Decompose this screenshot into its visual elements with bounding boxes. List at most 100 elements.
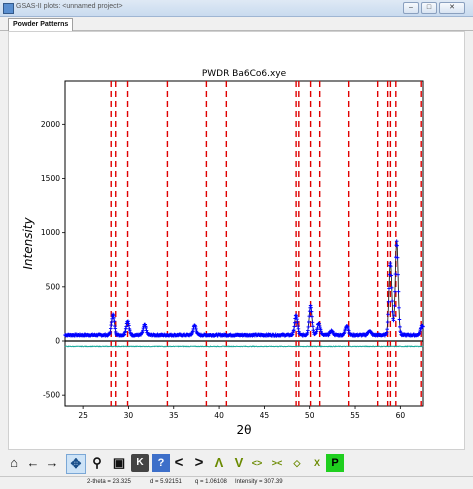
observed-point bbox=[140, 330, 145, 334]
plot-area[interactable]: PWDR Ba6Co6.xye 2θ Intensity 25 30 35 40 45 50 55… bbox=[8, 31, 465, 450]
observed-point bbox=[113, 324, 117, 328]
observed-point bbox=[111, 313, 116, 317]
observed-point bbox=[290, 333, 294, 337]
observed-point bbox=[294, 313, 298, 317]
y-axis-label: Intensity bbox=[21, 216, 35, 269]
observed-point bbox=[296, 324, 300, 328]
shift-down-button[interactable]: V bbox=[234, 455, 244, 470]
observed-point bbox=[109, 320, 114, 324]
observed-point bbox=[390, 310, 395, 314]
observed-point bbox=[143, 322, 148, 327]
observed-point bbox=[193, 325, 198, 329]
observed-point bbox=[384, 330, 389, 335]
save-button[interactable]: ▣ bbox=[112, 455, 126, 470]
expand-x-button[interactable]: <> bbox=[251, 458, 263, 468]
observed-point bbox=[310, 320, 315, 325]
observed-point bbox=[326, 333, 331, 338]
powder-pattern-chart[interactable]: PWDR Ba6Co6.xye 2θ Intensity 25 30 35 40 45 50 55… bbox=[9, 32, 464, 449]
observed-point bbox=[317, 324, 322, 328]
tab-bar: Powder Patterns bbox=[0, 16, 473, 31]
observed-point bbox=[317, 321, 322, 326]
observed-point bbox=[308, 303, 313, 308]
observed-point bbox=[144, 328, 149, 333]
shrink-y-button[interactable]: X bbox=[313, 458, 320, 468]
observed-point bbox=[297, 329, 301, 334]
pan-button[interactable]: ✥ bbox=[66, 454, 86, 474]
maximize-button[interactable]: □ bbox=[421, 2, 437, 14]
app-icon bbox=[3, 3, 14, 14]
observed-point bbox=[113, 326, 118, 331]
y-tick-label: 0 bbox=[55, 337, 60, 346]
observed-point bbox=[125, 319, 130, 324]
observed-point bbox=[311, 324, 315, 329]
x-tick-label: 55 bbox=[350, 411, 360, 420]
observed-point bbox=[331, 329, 335, 334]
help-button[interactable]: ? bbox=[152, 454, 170, 472]
x-tick-label: 35 bbox=[169, 411, 179, 420]
observed-point bbox=[126, 321, 131, 326]
observed-point bbox=[314, 329, 319, 334]
observed-point bbox=[296, 327, 301, 331]
observed-point bbox=[307, 314, 312, 319]
x-axis-label: 2θ bbox=[237, 423, 252, 437]
observed-point bbox=[194, 327, 198, 331]
observed-point bbox=[388, 261, 393, 265]
observed-point bbox=[310, 314, 314, 319]
publish-button[interactable]: P bbox=[326, 454, 344, 472]
observed-point bbox=[398, 325, 402, 329]
observed-point bbox=[387, 272, 392, 277]
observed-point bbox=[394, 255, 398, 259]
home-button[interactable]: ⌂ bbox=[10, 455, 18, 470]
observed-point bbox=[390, 299, 394, 303]
observed-point bbox=[420, 324, 425, 328]
observed-point bbox=[395, 255, 400, 260]
observed-point bbox=[292, 328, 296, 332]
tab-powder-patterns[interactable]: Powder Patterns bbox=[8, 18, 74, 31]
observed-point bbox=[389, 264, 393, 268]
y-tick-label: 1500 bbox=[41, 174, 60, 183]
observed-point bbox=[123, 326, 128, 331]
observed-point bbox=[386, 300, 391, 304]
shift-right-button[interactable]: > bbox=[194, 454, 204, 471]
chart-title: PWDR Ba6Co6.xye bbox=[202, 69, 287, 79]
observed-point bbox=[345, 325, 350, 329]
key-button[interactable]: K bbox=[131, 454, 149, 472]
expand-y-button[interactable]: ◇ bbox=[293, 458, 301, 468]
observed-point bbox=[127, 323, 131, 328]
close-button[interactable]: ✕ bbox=[439, 2, 465, 14]
observed-point bbox=[391, 318, 396, 323]
observed-point bbox=[113, 330, 118, 334]
back-button[interactable]: ← bbox=[26, 455, 40, 470]
minimize-button[interactable]: – bbox=[403, 2, 419, 14]
forward-button[interactable]: → bbox=[45, 455, 59, 470]
observed-point bbox=[122, 332, 127, 337]
plot-frame bbox=[64, 80, 424, 407]
observed-point bbox=[389, 286, 394, 290]
observed-point bbox=[309, 309, 314, 314]
observed-point bbox=[387, 286, 391, 291]
observed-point bbox=[294, 315, 299, 319]
observed-point bbox=[319, 329, 323, 334]
observed-point bbox=[386, 312, 390, 317]
shift-up-button[interactable]: Λ bbox=[214, 455, 224, 470]
x-tick-label: 50 bbox=[305, 411, 315, 420]
observed-point bbox=[389, 273, 394, 278]
observed-point bbox=[109, 323, 114, 327]
observed-point bbox=[396, 272, 400, 277]
x-tick-label: 45 bbox=[260, 411, 270, 420]
observed-point bbox=[190, 329, 195, 333]
observed-point bbox=[418, 330, 422, 334]
observed-point bbox=[318, 327, 323, 332]
observed-point bbox=[128, 328, 132, 333]
shift-left-button[interactable]: < bbox=[174, 454, 184, 471]
observed-point bbox=[385, 327, 389, 331]
shrink-x-button[interactable]: >< bbox=[271, 458, 283, 468]
observed-point bbox=[140, 330, 144, 335]
zoom-button[interactable]: ⚲ bbox=[92, 455, 102, 470]
observed-point bbox=[306, 325, 311, 329]
observed-point bbox=[393, 289, 397, 294]
observed-point bbox=[290, 332, 295, 337]
observed-point bbox=[295, 320, 300, 324]
y-tick-label: 1000 bbox=[41, 228, 60, 237]
status-intensity: Intensity = 307.39 bbox=[235, 479, 283, 485]
